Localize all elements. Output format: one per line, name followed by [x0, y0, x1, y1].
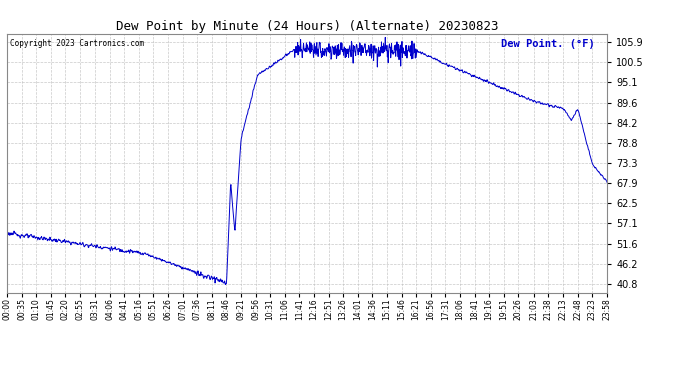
- Text: Dew Point. (°F): Dew Point. (°F): [502, 39, 595, 49]
- Title: Dew Point by Minute (24 Hours) (Alternate) 20230823: Dew Point by Minute (24 Hours) (Alternat…: [116, 20, 498, 33]
- Text: Copyright 2023 Cartronics.com: Copyright 2023 Cartronics.com: [10, 39, 144, 48]
